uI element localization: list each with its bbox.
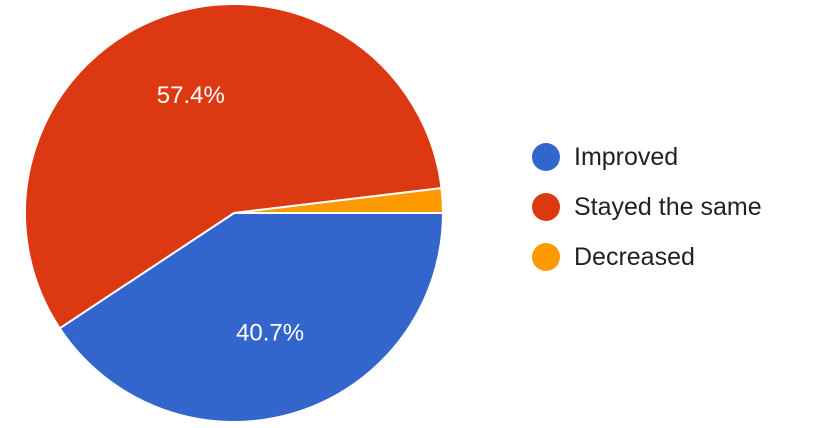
- pie-slice-labels: 40.7% 57.4%: [157, 82, 304, 347]
- pie-slice-decreased: [233, 187, 444, 214]
- legend-label-stayed-the-same: Stayed the same: [574, 193, 762, 221]
- legend-swatch-improved: [532, 143, 560, 171]
- legend-swatch-decreased: [532, 243, 560, 271]
- legend-item-improved[interactable]: Improved: [532, 143, 678, 171]
- legend-item-decreased[interactable]: Decreased: [532, 243, 695, 271]
- slice-label-stayed-the-same: 57.4%: [157, 82, 225, 109]
- legend-label-decreased: Decreased: [574, 243, 695, 271]
- legend-item-stayed-the-same[interactable]: Stayed the same: [532, 193, 762, 221]
- pie-slices: [24, 3, 444, 423]
- legend: Improved Stayed the same Decreased: [532, 143, 762, 271]
- legend-swatch-stayed-the-same: [532, 193, 560, 221]
- legend-label-improved: Improved: [574, 143, 678, 171]
- slice-label-improved: 40.7%: [236, 320, 304, 347]
- pie-slice-stayed-the-same: [24, 3, 443, 330]
